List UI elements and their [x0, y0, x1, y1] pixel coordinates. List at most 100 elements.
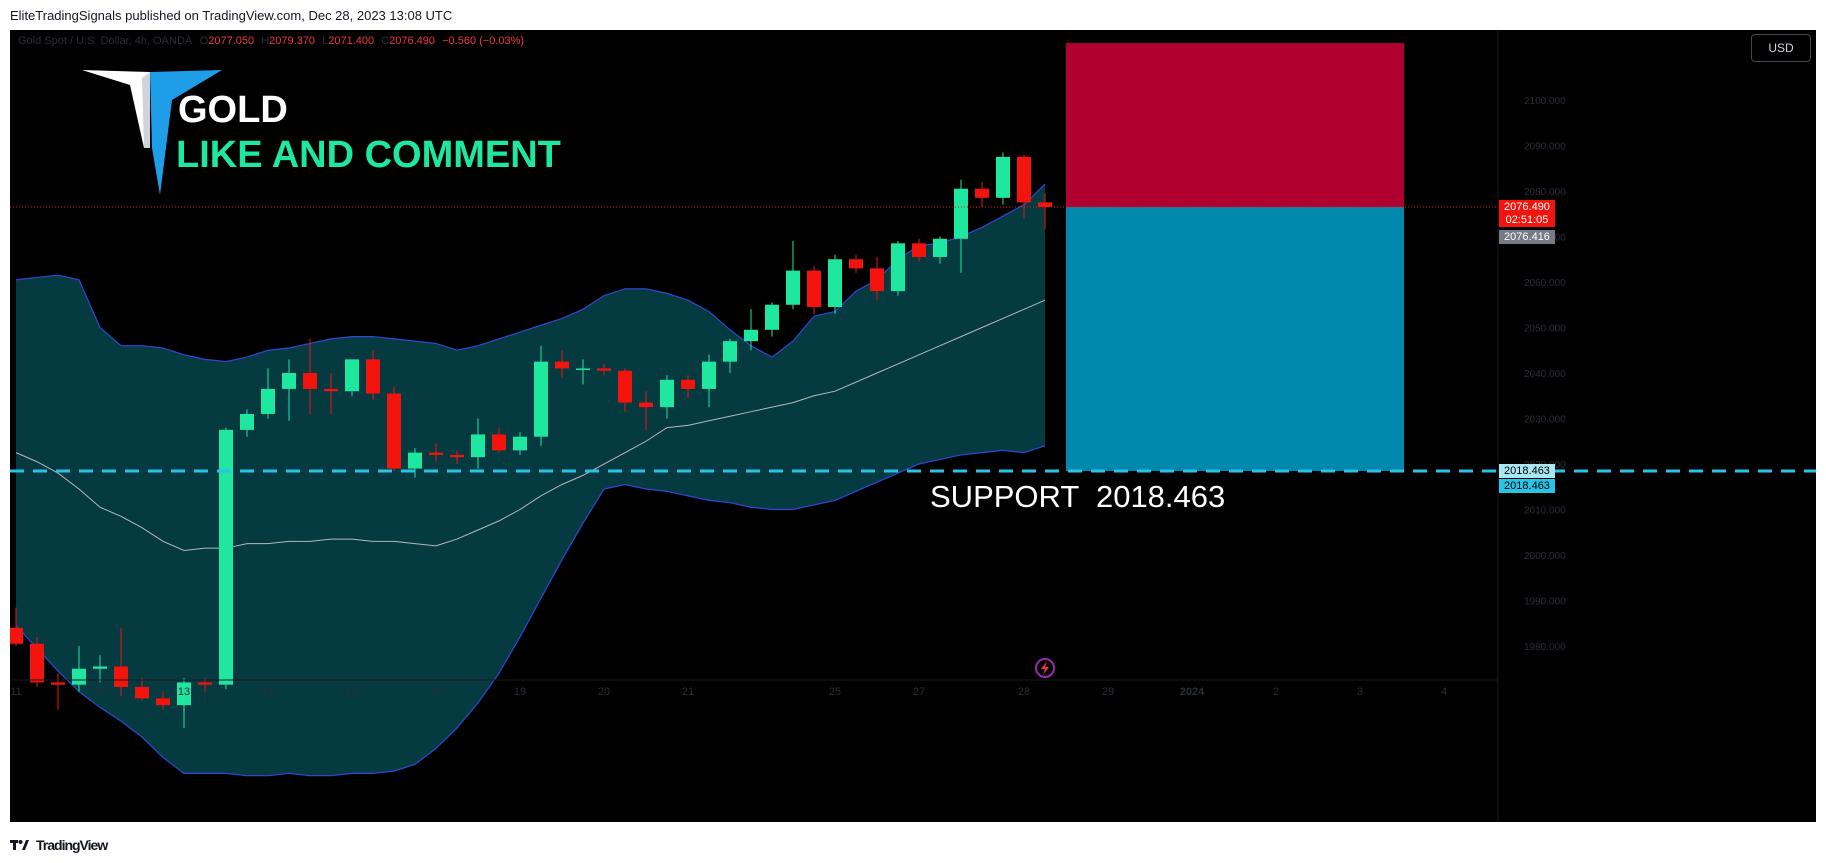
- legend-close-label: C: [381, 35, 389, 47]
- candle-body: [387, 393, 401, 469]
- candle-body: [492, 434, 506, 451]
- time-tick-label: 18: [430, 686, 442, 698]
- candle-body: [93, 666, 107, 669]
- candle-body: [366, 359, 380, 394]
- price-tick-label: 2030.000: [1524, 415, 1566, 426]
- price-tick-label: 2080.000: [1524, 187, 1566, 198]
- candle-body: [555, 361, 569, 369]
- price-chart[interactable]: GOLD LIKE AND COMMENT SUPPORT 2018.463 G…: [10, 30, 1816, 822]
- time-tick-label: 20: [598, 686, 610, 698]
- candle-body: [723, 341, 737, 362]
- time-tick-label: 27: [913, 686, 925, 698]
- candle-body: [534, 361, 548, 437]
- price-tick-label: 2090.000: [1524, 142, 1566, 153]
- candle-body: [156, 698, 170, 706]
- candle-body: [303, 373, 317, 389]
- time-axis[interactable]: 11 12 13 14 15 18 19 20 21 25 27 28 29 2024 2 3 4: [10, 679, 1498, 698]
- legend-low-label: L: [322, 35, 328, 47]
- candle-body: [639, 402, 653, 408]
- legend-high-label: H: [261, 35, 269, 47]
- candle-body: [324, 388, 338, 392]
- candle-body: [786, 270, 800, 305]
- candle-body: [996, 156, 1010, 198]
- countdown-tag-bg: [1499, 213, 1555, 227]
- legend-open: 2077.050: [208, 35, 254, 47]
- candle-body: [1038, 202, 1052, 207]
- price-tick-label: 2060.000: [1524, 278, 1566, 289]
- support-tag-2-bg: [1499, 479, 1555, 493]
- candle-body: [933, 238, 947, 257]
- candle-body: [177, 682, 191, 706]
- support-tag-1-text: 2018.463: [1504, 465, 1550, 477]
- bollinger-lower-line: [15, 445, 1046, 777]
- candle-body: [702, 361, 716, 389]
- time-tick-label: 15: [346, 686, 358, 698]
- bollinger-bands: [15, 183, 1046, 777]
- time-tick-label: 14: [262, 686, 274, 698]
- candle-body: [807, 270, 821, 308]
- time-tick-label: 28: [1018, 686, 1030, 698]
- bollinger-fill: [16, 184, 1045, 776]
- time-tick-label: 21: [682, 686, 694, 698]
- candle-body: [198, 682, 212, 685]
- publisher-line: EliteTradingSignals published on Trading…: [10, 8, 453, 23]
- overlay-subtitle: LIKE AND COMMENT: [176, 134, 561, 176]
- countdown-tag-text: 02:51:05: [1506, 214, 1549, 226]
- stop-loss-zone: [1066, 43, 1404, 207]
- candle-body: [597, 368, 611, 371]
- support-label: SUPPORT 2018.463: [930, 479, 1225, 514]
- legend-low: 2071.400: [328, 35, 374, 47]
- candle-body: [954, 188, 968, 239]
- chart-frame[interactable]: GOLD LIKE AND COMMENT SUPPORT 2018.463 G…: [10, 30, 1816, 822]
- chart-legend: Gold Spot / U.S. Dollar, 4h, OANDA O2077…: [18, 35, 524, 47]
- candle-body: [912, 243, 926, 257]
- candle-body: [513, 436, 527, 451]
- time-tick-label: 12: [94, 686, 106, 698]
- time-tick-label: 2: [1273, 686, 1279, 698]
- tradingview-brand[interactable]: TradingView: [36, 837, 108, 853]
- price-tick-label: 1980.000: [1524, 642, 1566, 653]
- candle-body: [408, 452, 422, 469]
- time-tick-label: 3: [1357, 686, 1363, 698]
- currency-button[interactable]: USD: [1751, 34, 1811, 62]
- candle-body: [576, 368, 590, 370]
- price-tick-label: 2010.000: [1524, 506, 1566, 517]
- footer: TradingView: [10, 830, 108, 860]
- elite-trading-signals-logo-icon: [82, 70, 222, 195]
- price-axis[interactable]: 1980.0001990.0002000.0002010.0002020.000…: [1497, 30, 1566, 822]
- legend-high: 2079.370: [269, 35, 315, 47]
- bid-tag-text: 2076.416: [1504, 231, 1550, 243]
- candle-body: [135, 686, 149, 699]
- bid-tag-bg: [1499, 229, 1555, 244]
- price-tick-label: 2040.000: [1524, 369, 1566, 380]
- lightning-icon[interactable]: [1035, 658, 1055, 678]
- countdown-tag: 02:51:05: [1499, 213, 1555, 227]
- support-tag-1: 2018.463: [1499, 464, 1555, 478]
- time-tick-label: 2024: [1180, 686, 1205, 698]
- candles: [10, 152, 1052, 728]
- time-tick-label: 11: [10, 686, 21, 698]
- time-tick-label: 13: [178, 686, 190, 698]
- candle-body: [72, 668, 86, 685]
- support-tag-2-text: 2018.463: [1504, 480, 1550, 492]
- candle-body: [282, 373, 296, 389]
- candle-body: [891, 243, 905, 292]
- candle-body: [450, 454, 464, 458]
- price-tick-label: 2100.000: [1524, 96, 1566, 107]
- candle-body: [471, 434, 485, 458]
- candle-body: [828, 259, 842, 308]
- time-tick-label: 25: [829, 686, 841, 698]
- bollinger-basis-line: [15, 299, 1046, 551]
- svg-text:Gold Spot / U.S. Dollar, 4h, O: Gold Spot / U.S. Dollar, 4h, OANDA O2077…: [18, 35, 524, 47]
- candle-body: [1017, 156, 1031, 203]
- legend-symbol: Gold Spot / U.S. Dollar, 4h, OANDA: [18, 35, 193, 47]
- last-price-tag-bg: [1499, 199, 1555, 214]
- time-tick-label: 29: [1102, 686, 1114, 698]
- candle-body: [975, 188, 989, 198]
- position-tool[interactable]: [1066, 43, 1404, 471]
- candle-body: [660, 379, 674, 408]
- bid-tag: 2076.416: [1499, 229, 1555, 244]
- price-tick-label: 2050.000: [1524, 324, 1566, 335]
- candle-body: [10, 627, 23, 644]
- legend-change: −0.560 (−0.03%): [442, 35, 524, 47]
